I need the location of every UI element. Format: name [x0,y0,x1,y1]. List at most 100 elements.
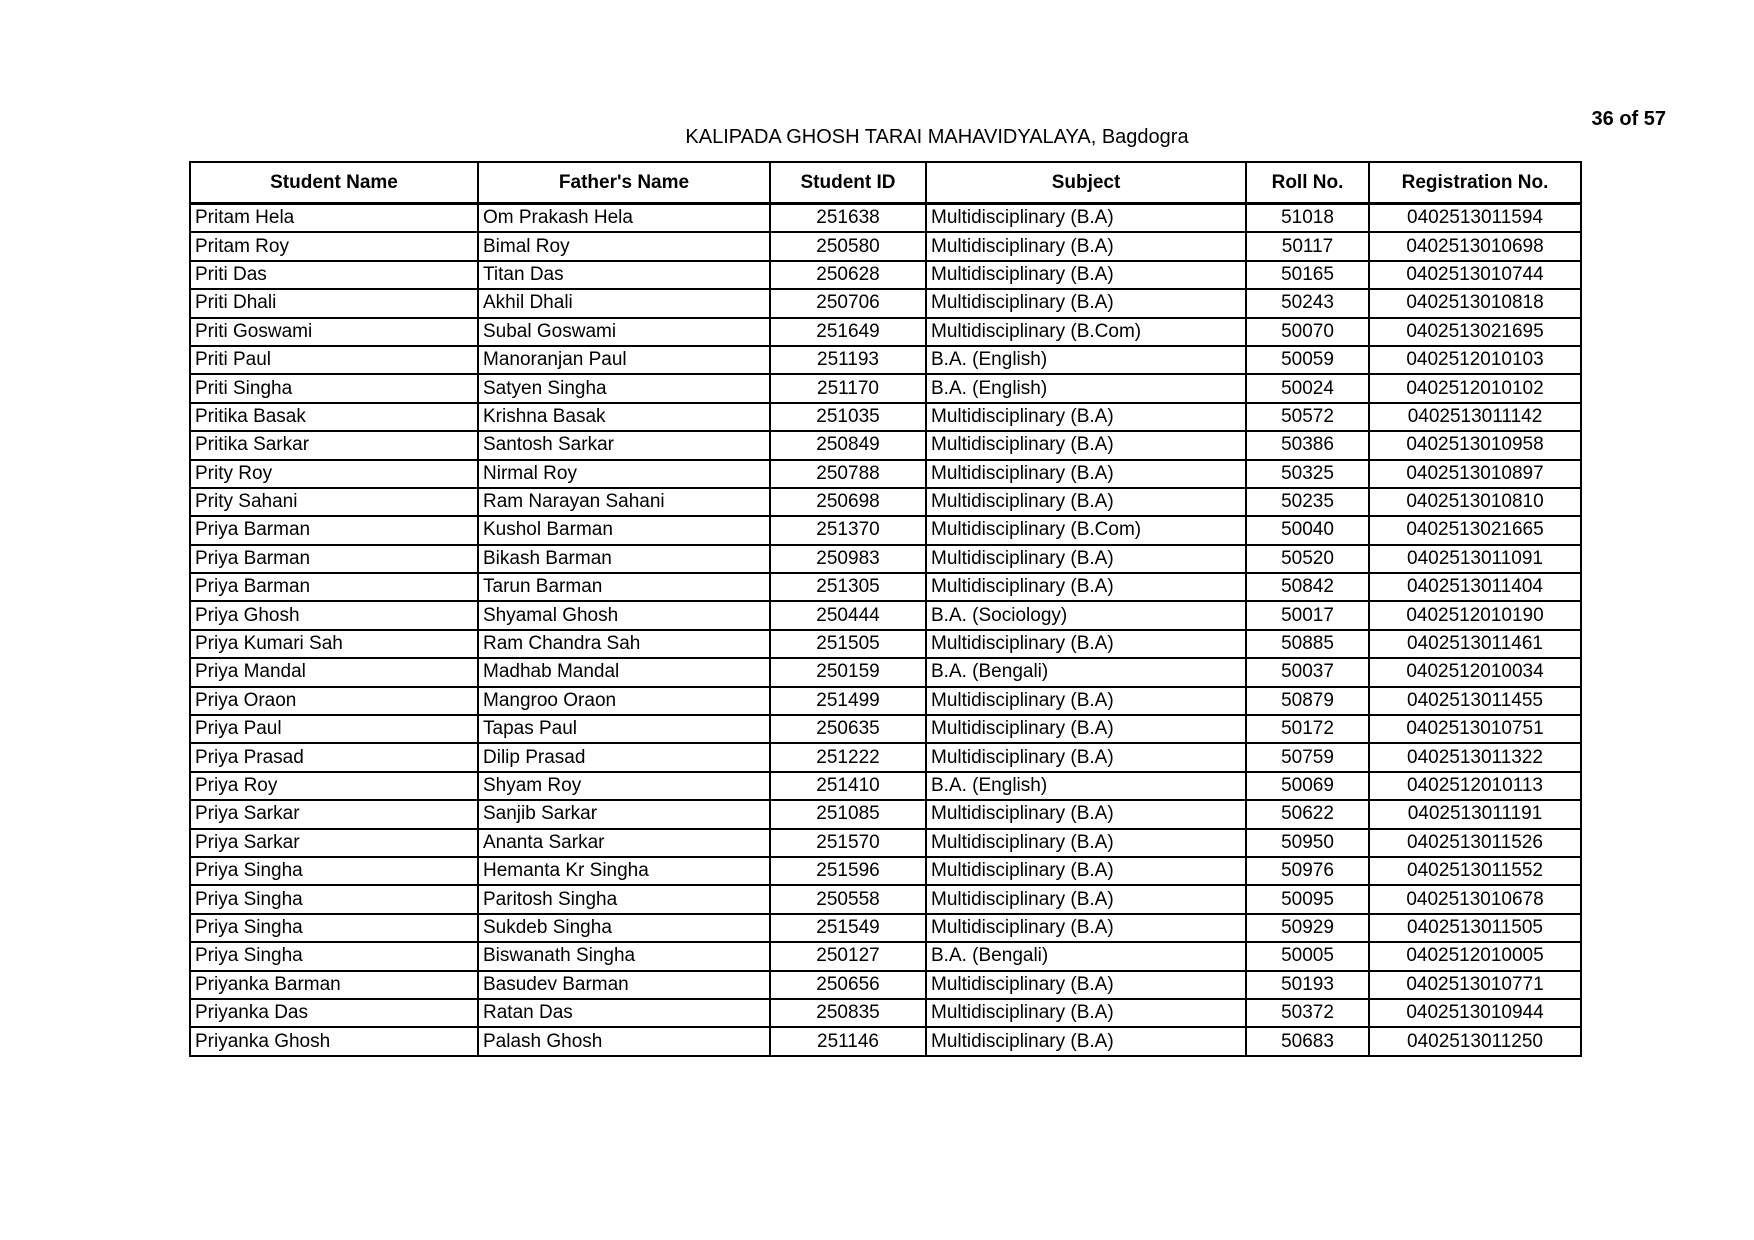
cell-student-id: 251193 [769,344,927,376]
table-row: Priya Singha Biswanath Singha 250127 B.A. (… [189,941,1582,972]
cell-father-name: Bimal Roy [477,231,771,262]
cell-student-name: Priti Paul [189,344,479,376]
cell-registration-no: 0402513011552 [1368,855,1582,887]
cell-father-name: Ram Narayan Sahani [477,486,771,518]
cell-registration-no: 0402513010751 [1368,714,1582,745]
cell-student-id: 251596 [769,855,927,887]
cell-registration-no: 0402513010818 [1368,288,1582,319]
cell-roll-no: 50235 [1245,486,1370,518]
cell-roll-no: 50759 [1245,742,1370,773]
cell-student-name: Priya Sarkar [189,827,479,858]
cell-father-name: Sukdeb Singha [477,912,771,944]
cell-student-id: 250444 [769,600,927,631]
cell-subject: Multidisciplinary (B.A) [925,259,1247,291]
cell-roll-no: 50950 [1245,827,1370,858]
cell-registration-no: 0402513021695 [1368,316,1582,347]
table-row: Priya Paul Tapas Paul 250635 Multidisciplin… [189,714,1582,745]
cell-student-name: Priyanka Ghosh [189,1026,479,1057]
cell-subject: Multidisciplinary (B.A) [925,855,1247,887]
cell-subject: Multidisciplinary (B.Com) [925,316,1247,347]
cell-student-id: 251549 [769,912,927,944]
cell-roll-no: 50879 [1245,685,1370,717]
cell-subject: B.A. (Sociology) [925,600,1247,631]
cell-father-name: Dilip Prasad [477,742,771,773]
table-row: Priya Singha Hemanta Kr Singha 251596 Multi… [189,855,1582,887]
table-row: Pritam Hela Om Prakash Hela 251638 Multidis… [189,202,1582,234]
table-row: Priyanka Barman Basudev Barman 250656 Multi… [189,969,1582,1000]
cell-student-id: 250835 [769,997,927,1029]
cell-registration-no: 0402513011404 [1368,572,1582,603]
column-header-father-name: Father's Name [477,161,771,205]
cell-registration-no: 0402513011091 [1368,543,1582,575]
cell-roll-no: 51018 [1245,202,1370,234]
cell-student-id: 250706 [769,288,927,319]
cell-father-name: Bikash Barman [477,543,771,575]
cell-subject: Multidisciplinary (B.A) [925,430,1247,461]
cell-student-name: Priya Singha [189,941,479,972]
cell-student-id: 251085 [769,799,927,830]
cell-subject: Multidisciplinary (B.A) [925,799,1247,830]
cell-roll-no: 50037 [1245,657,1370,688]
cell-father-name: Mangroo Oraon [477,685,771,717]
cell-student-name: Pritam Roy [189,231,479,262]
table-row: Pritika Basak Krishna Basak 251035 Multidis… [189,401,1582,433]
cell-subject: B.A. (English) [925,770,1247,802]
cell-student-id: 251305 [769,572,927,603]
cell-student-name: Prity Sahani [189,486,479,518]
table-row: Priya Ghosh Shyamal Ghosh 250444 B.A. (Soci… [189,600,1582,631]
cell-roll-no: 50885 [1245,628,1370,660]
cell-registration-no: 0402512010102 [1368,373,1582,404]
cell-student-name: Priya Kumari Sah [189,628,479,660]
table-row: Priti Paul Manoranjan Paul 251193 B.A. (Eng… [189,344,1582,376]
cell-student-id: 251222 [769,742,927,773]
cell-registration-no: 0402513010678 [1368,884,1582,915]
table-row: Priya Oraon Mangroo Oraon 251499 Multidisci… [189,685,1582,717]
cell-roll-no: 50372 [1245,997,1370,1029]
table-row: Priti Goswami Subal Goswami 251649 Multidis… [189,316,1582,347]
cell-father-name: Shyamal Ghosh [477,600,771,631]
cell-subject: Multidisciplinary (B.A) [925,714,1247,745]
cell-subject: B.A. (English) [925,344,1247,376]
cell-registration-no: 0402513021665 [1368,515,1582,546]
cell-student-name: Pritika Sarkar [189,430,479,461]
cell-registration-no: 0402513010698 [1368,231,1582,262]
cell-subject: B.A. (Bengali) [925,657,1247,688]
cell-roll-no: 50929 [1245,912,1370,944]
cell-subject: Multidisciplinary (B.A) [925,685,1247,717]
cell-father-name: Santosh Sarkar [477,430,771,461]
cell-roll-no: 50520 [1245,543,1370,575]
cell-roll-no: 50683 [1245,1026,1370,1057]
cell-student-name: Priya Singha [189,855,479,887]
cell-student-name: Priya Mandal [189,657,479,688]
column-header-subject: Subject [925,161,1247,205]
cell-father-name: Tarun Barman [477,572,771,603]
cell-student-id: 250635 [769,714,927,745]
cell-student-name: Priti Das [189,259,479,291]
cell-registration-no: 0402513011594 [1368,202,1582,234]
cell-subject: Multidisciplinary (B.A) [925,969,1247,1000]
cell-registration-no: 0402513010897 [1368,458,1582,489]
table-row: Priti Das Titan Das 250628 Multidisciplinar… [189,259,1582,291]
cell-roll-no: 50069 [1245,770,1370,802]
cell-student-name: Priya Singha [189,884,479,915]
cell-registration-no: 0402513011191 [1368,799,1582,830]
table-row: Pritika Sarkar Santosh Sarkar 250849 Multid… [189,430,1582,461]
table-row: Priya Kumari Sah Ram Chandra Sah 251505 Mul… [189,628,1582,660]
cell-student-id: 250983 [769,543,927,575]
cell-roll-no: 50976 [1245,855,1370,887]
cell-subject: Multidisciplinary (B.A) [925,202,1247,234]
table-row: Priya Sarkar Sanjib Sarkar 251085 Multidisc… [189,799,1582,830]
cell-registration-no: 0402513011461 [1368,628,1582,660]
table-body: Pritam Hela Om Prakash Hela 251638 Multidis… [189,202,1582,1057]
cell-father-name: Satyen Singha [477,373,771,404]
cell-father-name: Om Prakash Hela [477,202,771,234]
cell-subject: Multidisciplinary (B.A) [925,458,1247,489]
cell-student-id: 250656 [769,969,927,1000]
cell-roll-no: 50386 [1245,430,1370,461]
cell-registration-no: 0402513010958 [1368,430,1582,461]
cell-roll-no: 50193 [1245,969,1370,1000]
cell-roll-no: 50165 [1245,259,1370,291]
cell-subject: Multidisciplinary (B.A) [925,742,1247,773]
cell-roll-no: 50117 [1245,231,1370,262]
column-header-student-id: Student ID [769,161,927,205]
